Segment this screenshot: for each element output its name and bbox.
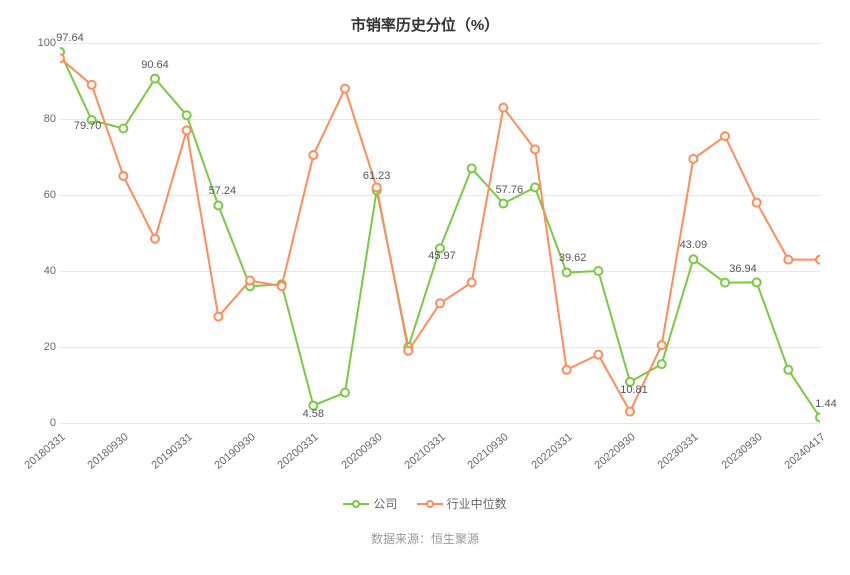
chart-plot-area: 020406080100 97.6479.7090.6457.244.5861.… (60, 43, 820, 423)
series-marker[interactable] (753, 278, 761, 286)
series-marker[interactable] (816, 414, 820, 422)
value-label: 79.70 (74, 120, 102, 132)
value-label: 36.94 (729, 263, 757, 275)
x-tick-label: 20190331 (149, 431, 194, 472)
x-tick-label: 20210930 (466, 431, 511, 472)
legend: 公司 行业中位数 (0, 495, 850, 514)
value-label: 43.09 (680, 239, 708, 251)
x-axis: 2018033120180930201903312019093020200331… (60, 423, 820, 483)
x-tick-label: 20200930 (339, 431, 384, 472)
series-marker[interactable] (468, 164, 476, 172)
legend-item-industry[interactable]: 行业中位数 (417, 495, 507, 512)
x-tick-label: 20180331 (22, 431, 67, 472)
value-label: 97.64 (56, 32, 84, 44)
series-marker[interactable] (531, 145, 539, 153)
series-marker[interactable] (214, 201, 222, 209)
x-tick-label: 20230331 (656, 431, 701, 472)
series-marker[interactable] (594, 267, 602, 275)
y-tick-label: 20 (22, 341, 56, 353)
x-tick-label: 20240417 (782, 431, 827, 472)
series-marker[interactable] (436, 299, 444, 307)
legend-marker-industry (417, 497, 443, 511)
legend-item-company[interactable]: 公司 (343, 495, 397, 512)
legend-dot-company (352, 500, 360, 508)
x-tick-label: 20230930 (719, 431, 764, 472)
series-marker[interactable] (626, 408, 634, 416)
series-marker[interactable] (689, 255, 697, 263)
series-marker[interactable] (499, 104, 507, 112)
y-axis: 020406080100 (22, 43, 56, 423)
x-tick-label: 20200331 (276, 431, 321, 472)
series-marker[interactable] (341, 85, 349, 93)
value-label: 1.44 (815, 398, 836, 410)
series-marker[interactable] (689, 155, 697, 163)
plot-surface: 97.6479.7090.6457.244.5861.2345.9757.763… (60, 43, 820, 423)
y-tick-label: 80 (22, 113, 56, 125)
series-marker[interactable] (341, 389, 349, 397)
legend-dot-industry (426, 500, 434, 508)
value-label: 45.97 (428, 250, 456, 262)
legend-marker-company (343, 497, 369, 511)
legend-label-industry: 行业中位数 (447, 495, 507, 512)
value-label: 57.76 (496, 184, 524, 196)
series-marker[interactable] (214, 313, 222, 321)
series-marker[interactable] (784, 256, 792, 264)
series-marker[interactable] (816, 256, 820, 264)
series-line (60, 58, 820, 411)
series-marker[interactable] (151, 235, 159, 243)
series-marker[interactable] (658, 360, 666, 368)
value-label: 90.64 (141, 59, 169, 71)
series-marker[interactable] (60, 54, 64, 62)
data-source-text: 数据来源：恒生聚源 (0, 530, 850, 547)
series-marker[interactable] (183, 126, 191, 134)
y-tick-label: 60 (22, 189, 56, 201)
series-marker[interactable] (373, 183, 381, 191)
y-tick-label: 40 (22, 265, 56, 277)
series-line (60, 52, 820, 418)
legend-label-company: 公司 (373, 495, 397, 512)
value-label: 39.62 (559, 252, 587, 264)
value-label: 61.23 (363, 170, 391, 182)
y-tick-label: 0 (22, 417, 56, 429)
series-marker[interactable] (404, 347, 412, 355)
series-marker[interactable] (119, 125, 127, 133)
chart-title: 市销率历史分位（%） (0, 0, 850, 43)
series-marker[interactable] (499, 200, 507, 208)
x-tick-label: 20180930 (86, 431, 131, 472)
series-marker[interactable] (309, 151, 317, 159)
series-marker[interactable] (151, 75, 159, 83)
value-label: 10.81 (620, 384, 648, 396)
value-label: 4.58 (303, 408, 324, 420)
value-label: 57.24 (209, 185, 237, 197)
series-marker[interactable] (278, 282, 286, 290)
x-tick-label: 20190930 (212, 431, 257, 472)
series-marker[interactable] (563, 366, 571, 374)
series-marker[interactable] (531, 183, 539, 191)
series-marker[interactable] (183, 111, 191, 119)
x-tick-label: 20220930 (592, 431, 637, 472)
series-marker[interactable] (658, 341, 666, 349)
series-marker[interactable] (88, 81, 96, 89)
series-marker[interactable] (753, 199, 761, 207)
series-marker[interactable] (119, 172, 127, 180)
x-tick-label: 20210331 (402, 431, 447, 472)
x-tick-label: 20220331 (529, 431, 574, 472)
chart-svg (60, 43, 820, 423)
series-marker[interactable] (721, 132, 729, 140)
y-tick-label: 100 (22, 37, 56, 49)
series-marker[interactable] (594, 351, 602, 359)
series-marker[interactable] (563, 268, 571, 276)
series-marker[interactable] (468, 278, 476, 286)
series-marker[interactable] (721, 279, 729, 287)
series-marker[interactable] (246, 277, 254, 285)
series-marker[interactable] (784, 366, 792, 374)
